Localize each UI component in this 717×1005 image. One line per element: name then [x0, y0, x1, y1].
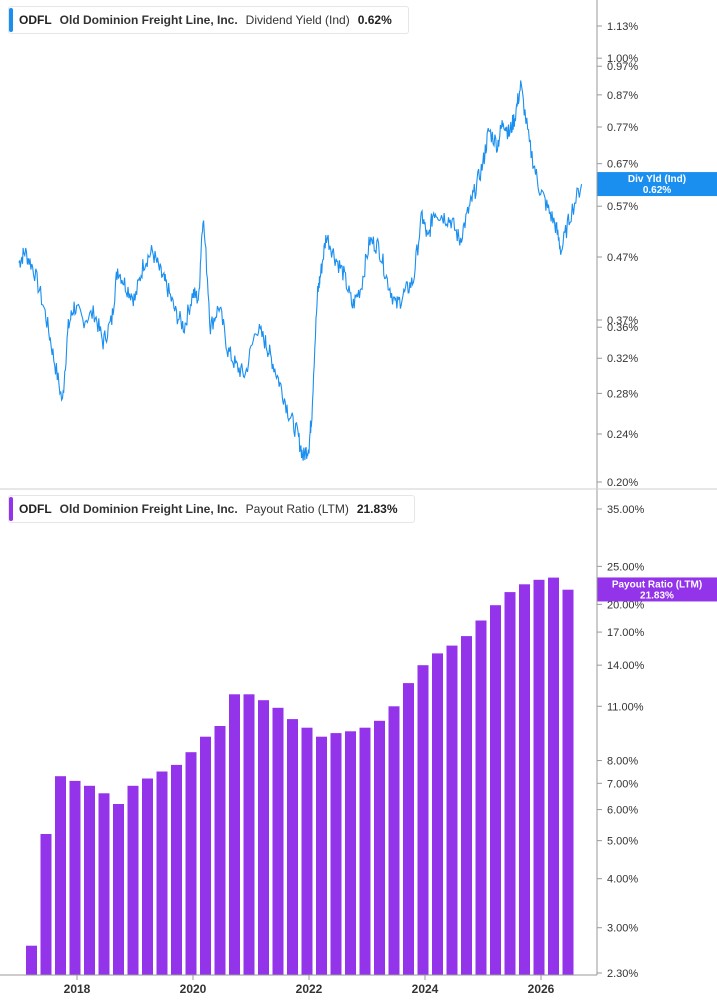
payout-bar: [156, 771, 168, 975]
y-tick-label: 4.00%: [607, 874, 638, 886]
y-tick-label: 0.47%: [607, 252, 638, 264]
callout-label: Div Yld (Ind): [628, 174, 686, 185]
y-tick-label: 0.20%: [607, 477, 638, 489]
y-tick-label: 11.00%: [607, 701, 644, 713]
y-tick-label: 1.13%: [607, 21, 638, 33]
payout-bar: [258, 700, 269, 975]
payout-bar: [562, 589, 574, 975]
y-tick-label: 25.00%: [607, 561, 645, 573]
y-tick-label: 0.37%: [607, 315, 638, 327]
payout-bar: [26, 945, 37, 975]
payout-bar: [533, 579, 545, 975]
y-tick-label: 0.24%: [607, 429, 638, 441]
y-tick-label: 17.00%: [607, 627, 645, 639]
payout-bar: [243, 694, 255, 975]
payout-bar: [548, 577, 559, 975]
y-tick-label: 5.00%: [607, 836, 638, 848]
y-tick-label: 8.00%: [607, 756, 638, 768]
payout-bar: [475, 620, 487, 975]
payout-bar: [461, 636, 472, 975]
payout-bar: [200, 736, 211, 975]
payout-bar: [388, 706, 400, 975]
dividend-yield-line: [18, 80, 583, 461]
payout-bar: [417, 665, 429, 975]
company-name: Old Dominion Freight Line, Inc.: [59, 13, 238, 27]
payout-bar: [519, 584, 530, 975]
y-tick-label: 0.67%: [607, 159, 638, 171]
y-tick-label: 3.00%: [607, 923, 638, 935]
y-tick-label: 2.30%: [607, 968, 638, 980]
x-tick-label: 2026: [528, 982, 555, 996]
payout-ratio-swatch: [9, 497, 13, 521]
payout-bar: [272, 707, 284, 975]
y-tick-label: 0.32%: [607, 353, 638, 365]
y-tick-label: 0.87%: [607, 90, 638, 102]
payout-bar: [98, 793, 110, 975]
payout-bar: [359, 727, 371, 975]
payout-bar: [316, 736, 327, 975]
y-tick-label: 0.77%: [607, 122, 638, 134]
dividend-yield-callout: [597, 172, 717, 197]
y-tick-label: 35.00%: [607, 504, 645, 516]
payout-bar: [403, 683, 414, 975]
x-tick-label: 2018: [64, 982, 91, 996]
callout-value: 21.83%: [640, 590, 674, 601]
y-tick-label: 7.00%: [607, 778, 638, 790]
current-value: 21.83%: [356, 502, 398, 516]
current-value: 0.62%: [357, 13, 392, 27]
payout-bar: [287, 719, 298, 975]
payout-bar: [127, 785, 139, 975]
y-tick-label: 0.57%: [607, 201, 638, 213]
y-tick-label: 20.00%: [607, 599, 645, 611]
x-axis: 2018 2020 2022 2024 2026: [64, 975, 555, 996]
x-tick-label: 2024: [412, 982, 439, 996]
metric-name: Payout Ratio (LTM): [245, 502, 349, 516]
x-tick-label: 2020: [180, 982, 207, 996]
payout-bar: [69, 780, 81, 975]
payout-bar: [345, 731, 356, 975]
payout-bar: [84, 785, 95, 975]
payout-bar: [432, 653, 443, 975]
callout-value: 0.62%: [643, 185, 671, 196]
y-tick-label: 14.00%: [607, 660, 645, 672]
company-name: Old Dominion Freight Line, Inc.: [59, 502, 238, 516]
payout-ratio-legend: ODFL Old Dominion Freight Line, Inc. Pay…: [8, 495, 415, 523]
payout-bar: [330, 733, 342, 975]
payout-bar: [301, 727, 313, 975]
payout-bar: [504, 592, 516, 975]
y-tick-label: 0.97%: [607, 61, 638, 73]
payout-ratio-callout: [597, 577, 717, 602]
payout-bar: [142, 778, 153, 975]
payout-bar: [113, 804, 124, 975]
ticker: ODFL: [19, 502, 52, 516]
payout-bar: [55, 776, 66, 975]
payout-bar: [229, 694, 240, 975]
y-tick-label: 0.28%: [607, 388, 638, 400]
y-tick-label: 6.00%: [607, 805, 638, 817]
x-tick-label: 2022: [296, 982, 323, 996]
payout-ratio-panel: 35.00% 25.00% 20.00% 17.00% 14.00% 11.00% 8.00…: [26, 504, 717, 980]
payout-bar: [446, 645, 458, 975]
payout-bar: [490, 605, 501, 975]
payout-bar: [40, 834, 52, 975]
y-tick-label: 1.00%: [607, 53, 638, 65]
callout-label: Payout Ratio (LTM): [612, 579, 702, 590]
dividend-yield-swatch: [9, 8, 13, 32]
payout-bar: [171, 764, 182, 975]
dividend-yield-legend: ODFL Old Dominion Freight Line, Inc. Div…: [8, 6, 409, 34]
y-tick-label: 0.36%: [607, 322, 638, 334]
dividend-yield-panel: 1.13% 1.00%0.97% 0.87% 0.77% 0.67% 0.57% 0.47%…: [18, 21, 717, 489]
payout-bar: [374, 720, 385, 975]
payout-bar: [185, 752, 197, 975]
ticker: ODFL: [19, 13, 52, 27]
payout-bar: [214, 726, 226, 975]
metric-name: Dividend Yield (Ind): [245, 13, 350, 27]
